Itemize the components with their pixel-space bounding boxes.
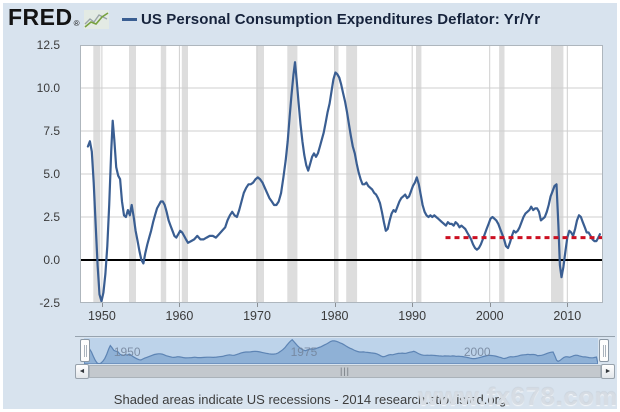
pce-deflator-line bbox=[86, 61, 602, 303]
x-tick-mark bbox=[412, 303, 414, 307]
chart-header: US Personal Consumption Expenditures Def… bbox=[122, 11, 540, 28]
x-tick-mark bbox=[179, 303, 181, 307]
series-legend-swatch bbox=[122, 18, 137, 21]
y-tick-label: 7.5 bbox=[43, 124, 60, 138]
x-tick-label: 2010 bbox=[553, 309, 582, 323]
registered-trademark: ® bbox=[73, 19, 80, 28]
scrollbar[interactable]: ◄ ||| ► bbox=[75, 364, 615, 379]
x-tick-mark bbox=[567, 303, 569, 307]
main-chart-svg bbox=[80, 45, 603, 303]
x-tick-label: 1950 bbox=[87, 309, 116, 323]
x-tick-mark bbox=[257, 303, 259, 307]
scroll-left-button[interactable]: ◄ bbox=[75, 364, 89, 379]
minimap-year-label: 2000 bbox=[463, 345, 491, 359]
scrollbar-track[interactable]: ||| bbox=[89, 365, 601, 378]
x-tick-label: 1980 bbox=[320, 309, 349, 323]
y-tick-label: 10.0 bbox=[36, 81, 60, 95]
scroll-right-button[interactable]: ► bbox=[601, 364, 615, 379]
minimap-area-series bbox=[84, 338, 598, 364]
y-tick-label: 5.0 bbox=[43, 167, 60, 181]
range-handle-left[interactable] bbox=[80, 339, 90, 362]
range-handle-right[interactable] bbox=[599, 339, 609, 362]
minimap-year-label: 1950 bbox=[113, 345, 141, 359]
plot-area[interactable] bbox=[80, 45, 603, 303]
recession-note: Shaded areas indicate US recessions - 20… bbox=[113, 392, 507, 407]
x-tick-label: 1970 bbox=[243, 309, 271, 323]
minimap-area-chart bbox=[84, 338, 598, 364]
fred-logo-text: FRED bbox=[8, 4, 73, 30]
x-tick-mark bbox=[101, 303, 103, 307]
chart-title: US Personal Consumption Expenditures Def… bbox=[141, 11, 541, 28]
y-tick-label: 2.5 bbox=[43, 210, 60, 224]
fred-logo: FRED ® bbox=[8, 4, 109, 31]
x-tick-label: 2000 bbox=[475, 309, 504, 323]
sparkline-icon bbox=[83, 9, 109, 29]
y-tick-label: 12.5 bbox=[36, 38, 60, 52]
x-tick-mark bbox=[489, 303, 491, 307]
y-tick-label: -2.5 bbox=[39, 296, 60, 310]
x-tick-label: 1960 bbox=[165, 309, 194, 323]
range-selector[interactable]: 1950 1975 2000 bbox=[75, 336, 615, 365]
plot-border bbox=[80, 45, 603, 303]
x-tick-mark bbox=[334, 303, 336, 307]
watermark: www.fx678.com bbox=[418, 383, 618, 411]
scrollbar-grip[interactable]: ||| bbox=[339, 366, 350, 376]
x-tick-label: 1990 bbox=[398, 309, 427, 323]
minimap-year-label: 1975 bbox=[290, 345, 318, 359]
y-tick-label: 0.0 bbox=[43, 253, 60, 267]
